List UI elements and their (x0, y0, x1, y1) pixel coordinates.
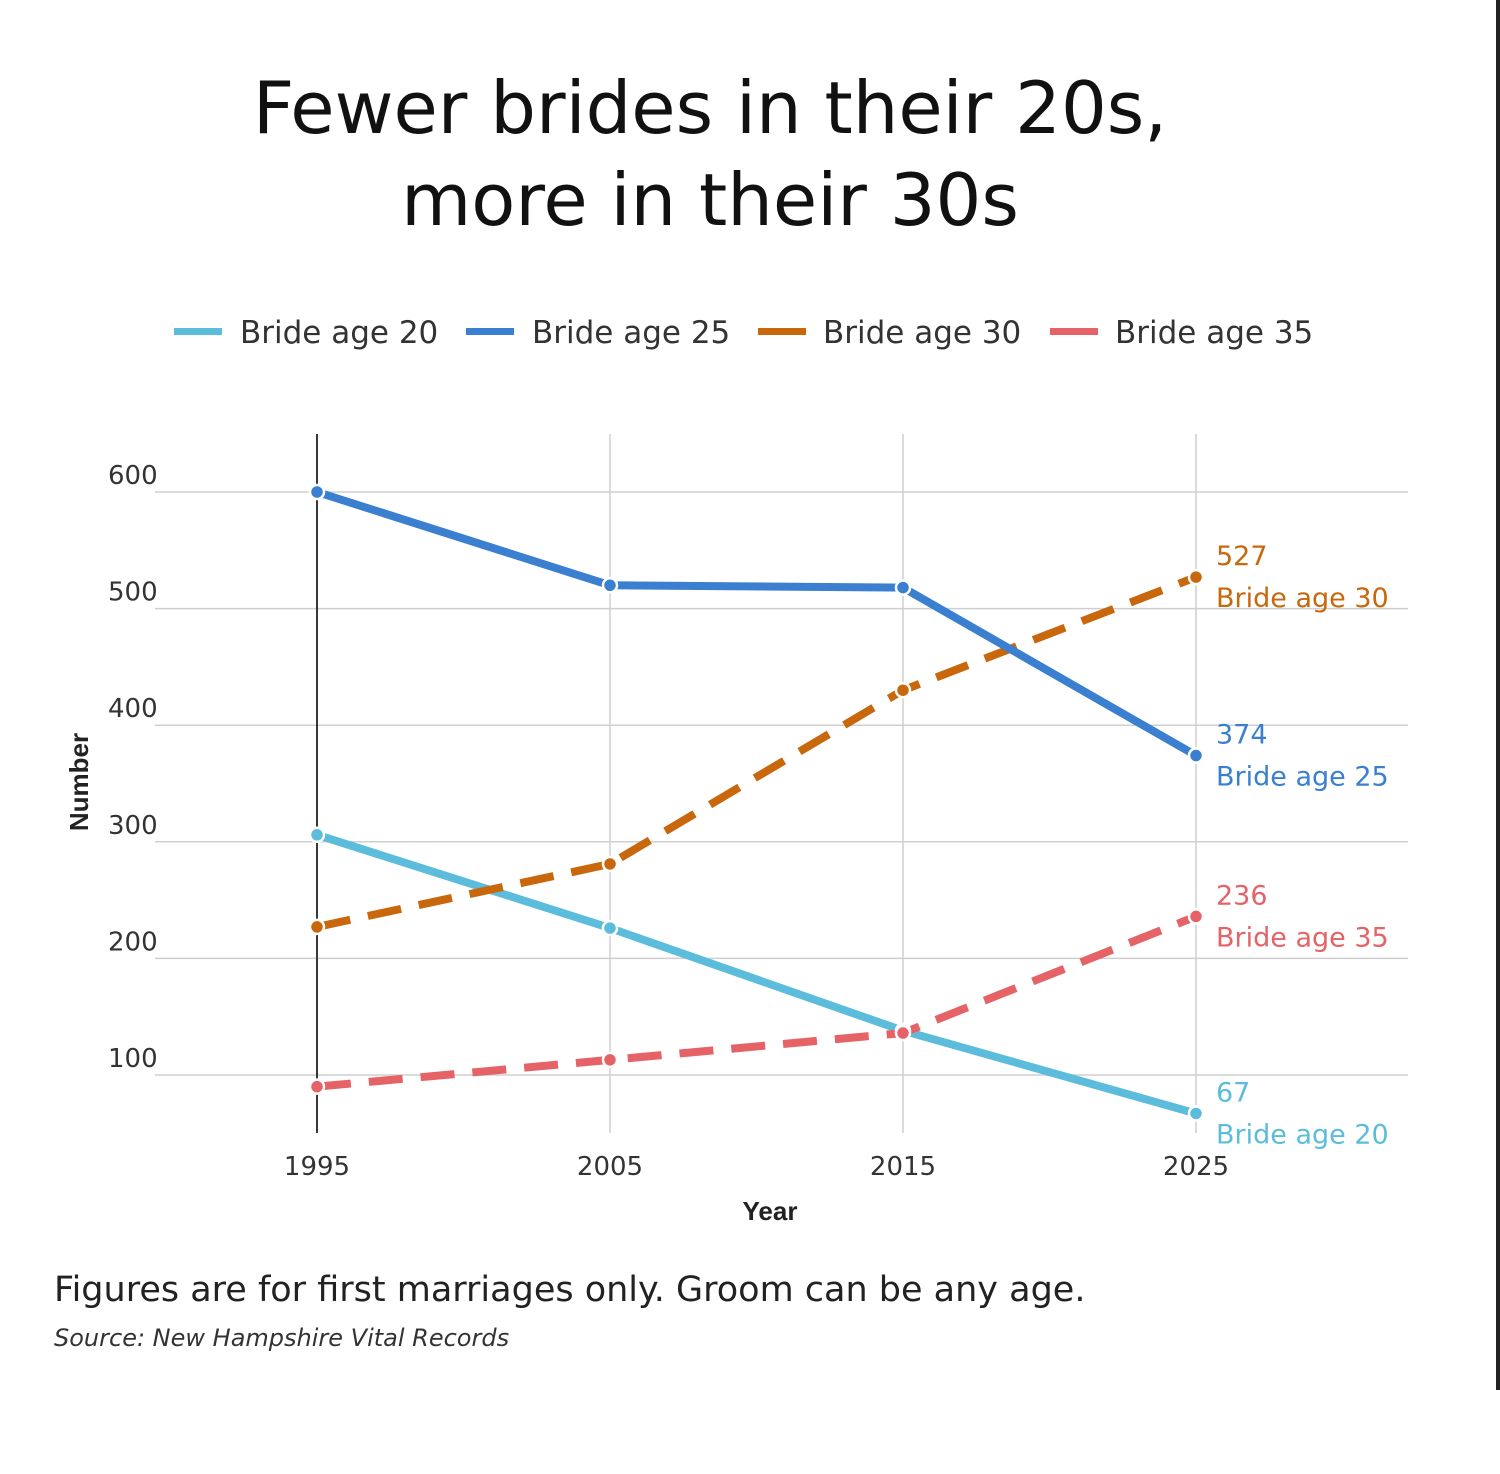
data-point-s4-2005 (601, 1051, 619, 1069)
data-point-s1-2005 (601, 919, 619, 937)
line-chart: Bride age 20 Bride age 25 Bride age 30 Brid… (64, 315, 1408, 1226)
footnotes: Figures are for first marriages only. Gr… (54, 1266, 1354, 1352)
data-point-s4-1995 (308, 1078, 326, 1095)
data-point-s1-2025 (1187, 1105, 1205, 1122)
series-line-3 (316, 573, 1198, 931)
series-line-2 (315, 488, 1198, 759)
chart-source: Source: New Hampshire Vital Records (54, 1324, 510, 1352)
end-name-label-3: Bride age 30 (1216, 583, 1389, 614)
legend-swatch-2 (466, 328, 514, 335)
end-labels: 67 Bride age 20 374 Bride age 25 527 Bride ag… (1216, 541, 1389, 1150)
legend-swatch-3 (758, 328, 806, 335)
chart-note: Figures are for first marriages only. Gr… (54, 1270, 1086, 1310)
y-tick-label-400: 400 (108, 694, 158, 724)
x-tick-label-2025: 2025 (1163, 1152, 1229, 1182)
data-point-s3-1995 (308, 918, 326, 936)
end-value-label-2: 374 (1216, 720, 1268, 751)
data-point-s2-2005 (601, 577, 619, 594)
chart-legend: Bride age 20 Bride age 25 Bride age 30 Brid… (174, 315, 1313, 351)
data-point-s3-2015 (894, 681, 912, 699)
y-axis-title: Number (64, 733, 94, 831)
data-point-s2-1995 (308, 483, 326, 501)
y-tick-label-600: 600 (108, 461, 158, 491)
x-axis-title: Year (743, 1196, 798, 1226)
series-line-4 (316, 912, 1198, 1091)
end-name-label-2: Bride age 25 (1216, 762, 1389, 793)
end-value-label-1: 67 (1216, 1077, 1250, 1108)
legend-label-1: Bride age 20 (240, 315, 438, 351)
end-name-label-1: Bride age 20 (1216, 1119, 1389, 1150)
y-tick-label-100: 100 (108, 1044, 158, 1074)
legend-label-4: Bride age 35 (1115, 315, 1313, 351)
y-tick-label-300: 300 (108, 811, 158, 841)
y-tick-label-500: 500 (108, 578, 158, 608)
data-point-s3-2025 (1187, 568, 1205, 586)
series-points (308, 483, 1205, 1122)
y-tick-label-200: 200 (108, 927, 158, 957)
data-point-s2-2025 (1187, 747, 1205, 764)
data-point-s3-2005 (601, 855, 619, 873)
chart-title-line-2: more in their 30s (401, 158, 1019, 242)
data-point-s4-2025 (1187, 908, 1205, 925)
chart-title-line-1: Fewer brides in their 20s, (252, 66, 1168, 150)
data-point-s2-2015 (894, 579, 912, 596)
data-point-s4-2015 (894, 1024, 912, 1042)
legend-swatch-4 (1050, 328, 1098, 335)
page-edge-divider (1496, 0, 1500, 1390)
x-tick-label-2005: 2005 (577, 1152, 643, 1182)
legend-swatch-1 (174, 328, 222, 335)
end-value-label-3: 527 (1216, 541, 1268, 572)
x-tick-label-1995: 1995 (284, 1152, 350, 1182)
x-tick-label-2015: 2015 (870, 1152, 936, 1182)
series-lines (315, 488, 1198, 1118)
gridlines: 100 200 300 400 500 600 1995 2005 2015 2025 (108, 434, 1408, 1182)
series-line-1 (315, 830, 1198, 1118)
legend-label-2: Bride age 25 (532, 315, 730, 351)
end-value-label-4: 236 (1216, 880, 1268, 911)
data-point-s1-1995 (308, 826, 326, 844)
chart-title: Fewer brides in their 20s, more in their… (0, 62, 1420, 246)
end-name-label-4: Bride age 35 (1216, 922, 1389, 953)
legend-label-3: Bride age 30 (823, 315, 1021, 351)
